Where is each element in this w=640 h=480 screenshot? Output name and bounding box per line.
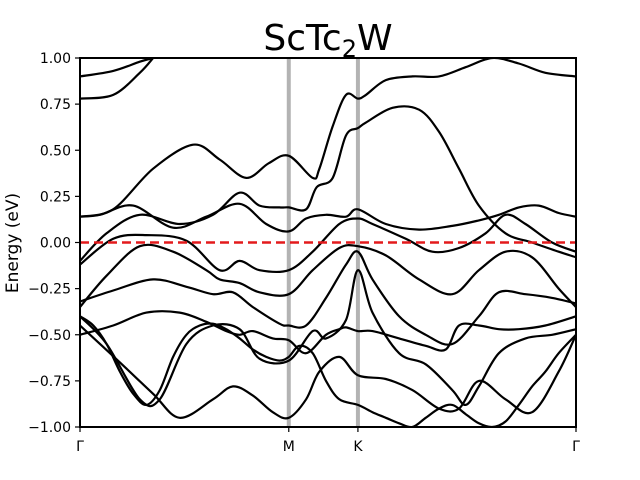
band-line-7 bbox=[80, 243, 576, 309]
band-line-11 bbox=[80, 324, 576, 420]
x-tick-label: Γ bbox=[572, 439, 580, 455]
band-line-8 bbox=[80, 250, 576, 346]
band-lines bbox=[80, 58, 576, 427]
y-tick-label: −0.50 bbox=[28, 328, 71, 344]
band-line-10 bbox=[80, 269, 576, 408]
y-tick-label: 0.25 bbox=[40, 189, 71, 205]
band-line-1 bbox=[80, 58, 155, 78]
y-tick-label: 0.50 bbox=[40, 143, 71, 159]
x-tick-label: M bbox=[283, 439, 295, 455]
x-tick-label: Γ bbox=[76, 439, 84, 455]
kpoint-lines bbox=[286, 58, 360, 427]
band-line-6 bbox=[80, 213, 576, 274]
band-line-12 bbox=[80, 315, 576, 427]
band-line-5 bbox=[80, 202, 576, 233]
y-tick-label: 0.00 bbox=[40, 236, 71, 252]
band-line-4 bbox=[80, 105, 576, 262]
chart-title: ScTc2W bbox=[263, 18, 392, 63]
y-tick-label: −0.75 bbox=[28, 374, 71, 390]
y-tick-label: −1.00 bbox=[28, 420, 71, 436]
y-tick-label: −0.25 bbox=[28, 282, 71, 298]
y-axis-ticks: −1.00 −0.75 −0.50 −0.25 0.00 0.25 0.50 0.75 1.00 bbox=[28, 51, 80, 436]
band-line-9 bbox=[80, 310, 576, 355]
band-line-2 bbox=[80, 58, 155, 100]
y-tick-label: 0.75 bbox=[40, 97, 71, 113]
band-line-3 bbox=[80, 58, 576, 218]
y-axis-label: Energy (eV) bbox=[3, 193, 23, 293]
y-tick-label: 1.00 bbox=[40, 51, 71, 67]
x-tick-label: K bbox=[353, 439, 363, 455]
